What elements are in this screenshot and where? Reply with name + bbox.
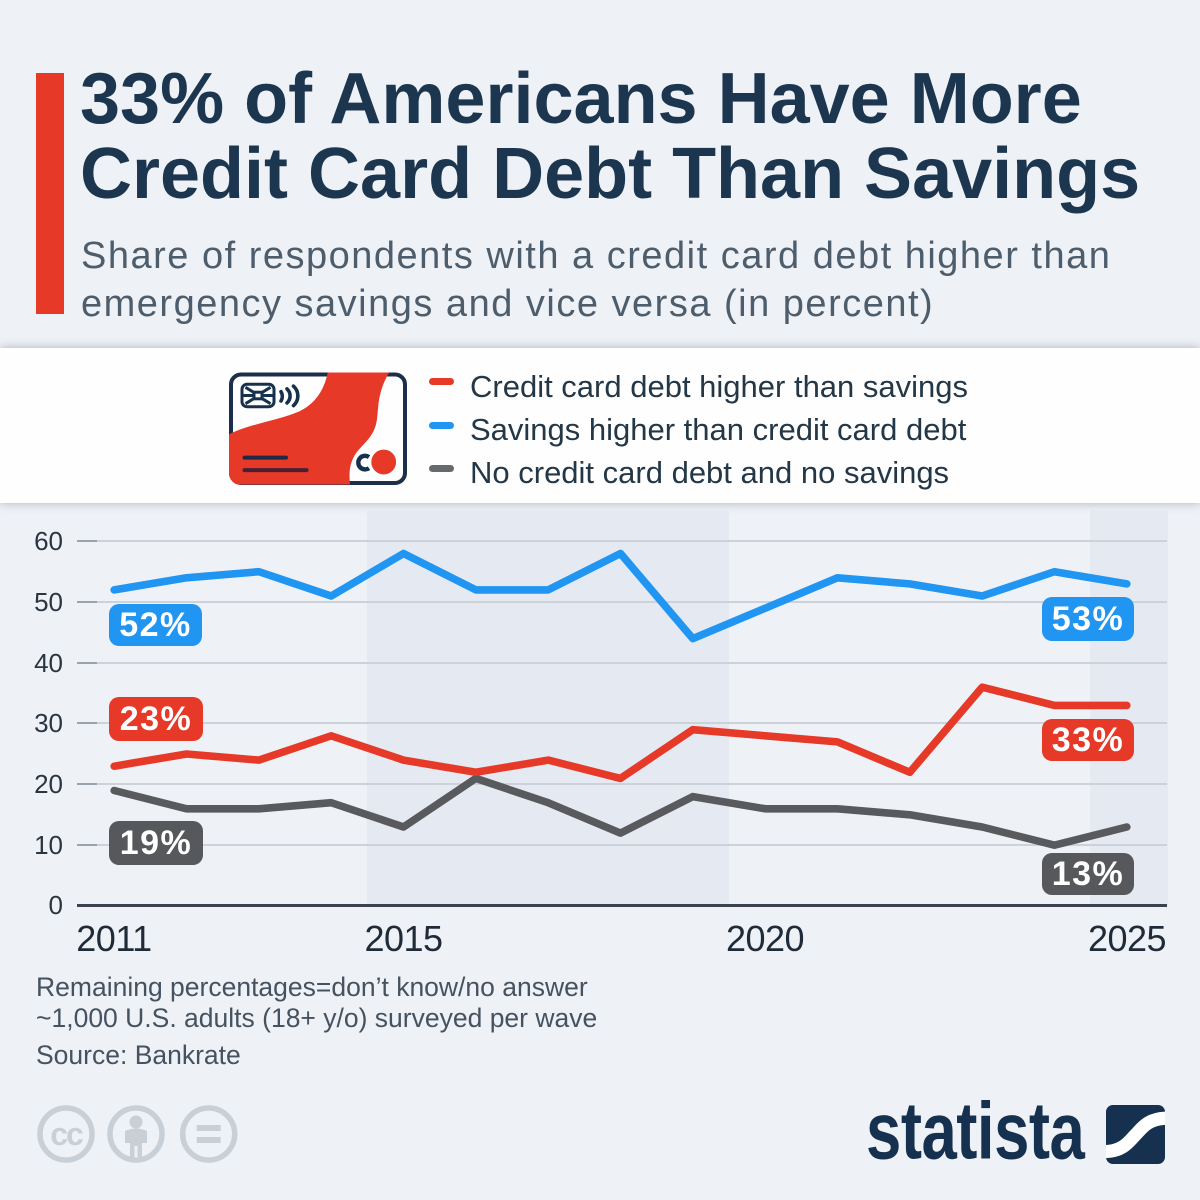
svg-text:cc: cc [50,1116,83,1152]
